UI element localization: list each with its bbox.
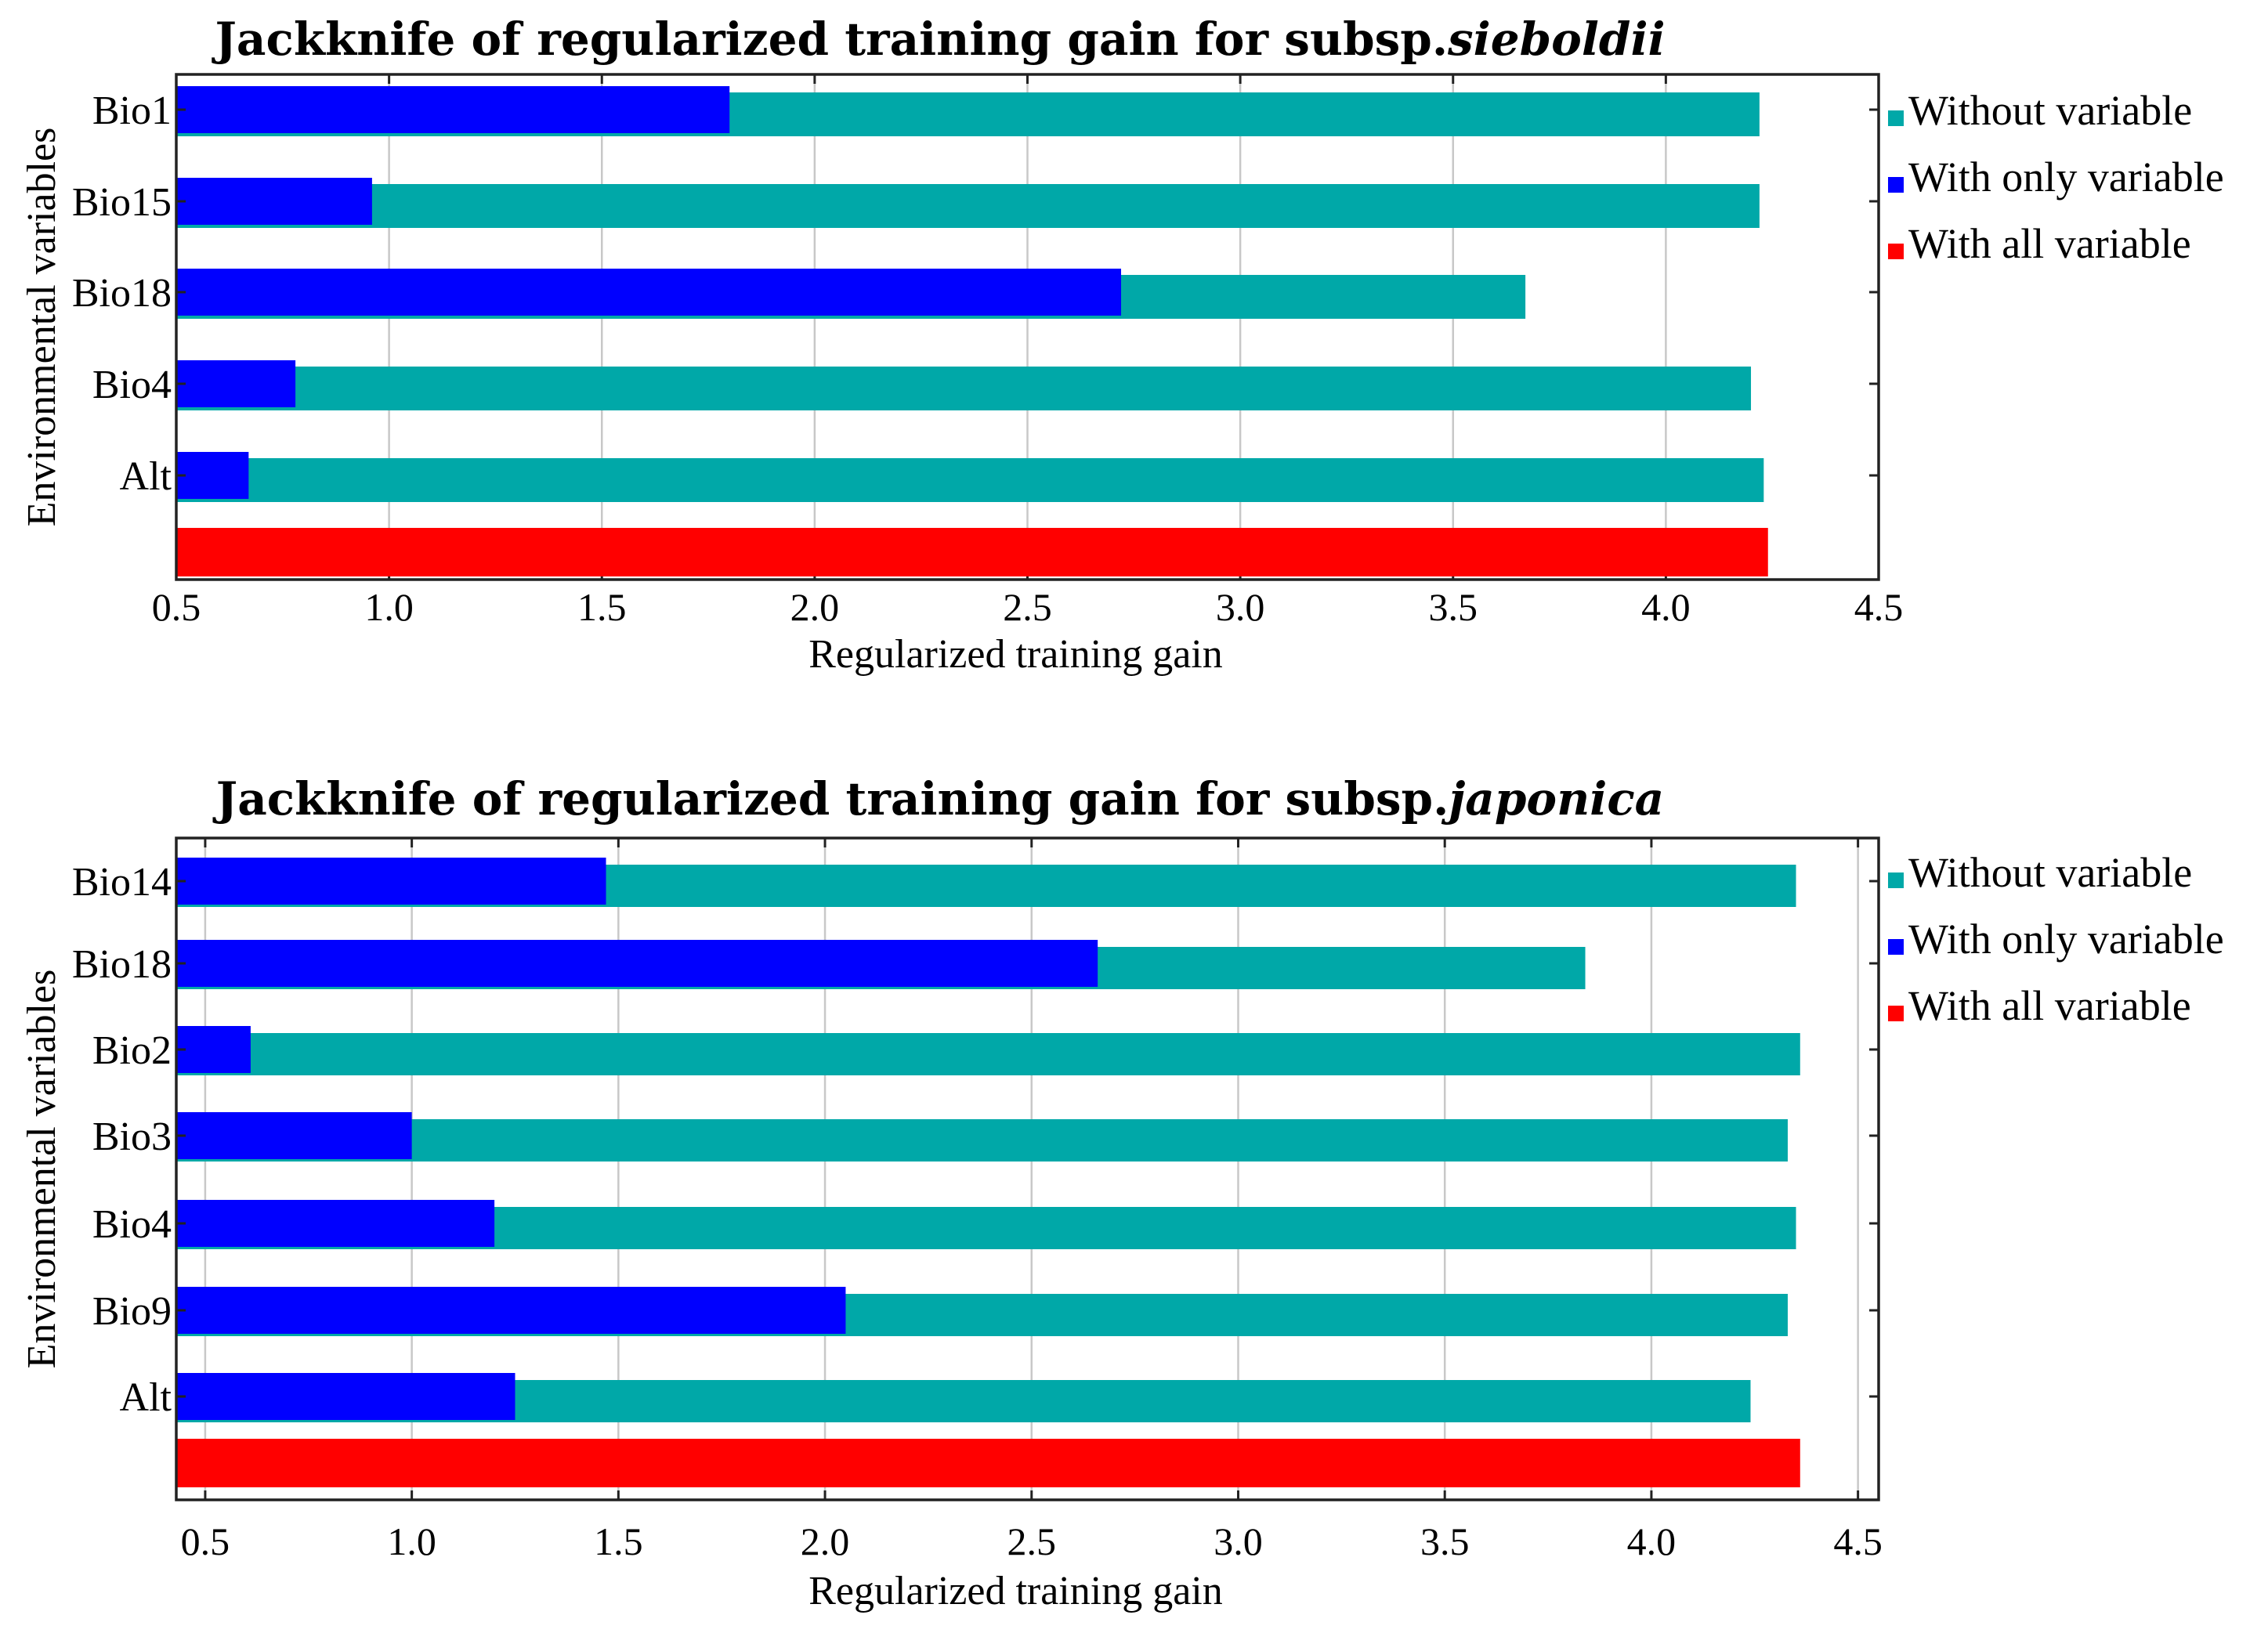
x-tick-label: 2.5 [1003,585,1052,629]
bar-only-bio18 [176,269,1122,316]
x-tick-label: 0.5 [181,1519,230,1563]
bar-only-bio14 [176,858,606,905]
x-tick-label: 3.5 [1420,1519,1470,1563]
category-label-bio15: Bio15 [72,180,172,225]
x-tick-label: 1.5 [577,585,627,629]
legend-label-without-variable: Without variable [1908,87,2192,134]
bar-only-bio3 [176,1112,412,1159]
x-tick-label: 2.5 [1007,1519,1057,1563]
chart-sieboldii: Jackknife of regularized training gain f… [20,13,2224,677]
category-label-bio3: Bio3 [92,1115,172,1159]
y-axis-label: Environmental variables [20,128,64,527]
legend-swatch-without-variable [1888,872,1904,888]
x-tick-label: 4.0 [1627,1519,1677,1563]
x-tick-label: 1.0 [387,1519,436,1563]
bar-only-bio15 [176,178,372,225]
legend-label-with-only-variable: With only variable [1908,916,2224,963]
legend-swatch-with-all-variable [1888,244,1904,259]
x-tick-label: 3.0 [1216,585,1265,629]
legend-label-without-variable: Without variable [1908,849,2192,896]
x-tick-label: 4.0 [1641,585,1691,629]
category-label-bio18: Bio18 [72,942,172,987]
x-tick-label: 1.5 [594,1519,643,1563]
chart-title: Jackknife of regularized training gain f… [212,772,1664,826]
category-label-bio1: Bio1 [92,89,172,133]
bar-without-bio2 [176,1033,1800,1075]
legend-swatch-with-only-variable [1888,177,1904,193]
legend-swatch-with-all-variable [1888,1006,1904,1021]
plot-frame [175,836,1880,1501]
x-tick-label: 0.5 [152,585,201,629]
bar-only-alt [176,1373,515,1420]
bar-only-alt [176,452,249,499]
legend-swatch-with-only-variable [1888,939,1904,955]
bar-only-bio2 [176,1026,251,1073]
bar-all-variables [176,1439,1800,1487]
category-label-alt: Alt [120,454,172,499]
chart-title-species: japonica [1441,772,1664,826]
bar-only-bio9 [176,1287,846,1334]
bar-without-alt [176,458,1764,502]
category-label-alt: Alt [120,1375,172,1420]
bar-only-bio4 [176,360,296,407]
x-tick-label: 2.0 [790,585,840,629]
bar-without-bio15 [176,184,1760,228]
category-label-bio18: Bio18 [72,271,172,316]
bar-only-bio1 [176,86,730,133]
chart-title-main: Jackknife of regularized training gain f… [211,13,1448,66]
category-label-bio14: Bio14 [72,860,172,905]
y-axis-label: Environmental variables [20,970,64,1369]
legend-label-with-only-variable: With only variable [1908,154,2224,201]
category-label-bio2: Bio2 [92,1028,172,1073]
chart-title-species: sieboldii [1447,13,1665,66]
bar-without-bio3 [176,1119,1788,1162]
x-tick-label: 4.5 [1833,1519,1883,1563]
bar-all-variables [176,528,1768,576]
bar-only-bio4 [176,1200,495,1247]
x-axis-label: Regularized training gain [808,1569,1222,1613]
category-label-bio9: Bio9 [92,1289,172,1334]
plot-frame [175,73,1880,581]
x-tick-label: 1.0 [364,585,414,629]
bar-only-bio18 [176,940,1098,987]
legend-swatch-without-variable [1888,110,1904,126]
bar-without-bio4 [176,367,1752,410]
category-label-bio4: Bio4 [92,363,172,407]
chart-japonica: Jackknife of regularized training gain f… [20,772,2224,1613]
chart-title-main: Jackknife of regularized training gain f… [212,772,1449,826]
chart-title: Jackknife of regularized training gain f… [211,13,1665,66]
x-tick-label: 3.5 [1429,585,1478,629]
x-tick-label: 4.5 [1854,585,1904,629]
x-tick-label: 3.0 [1214,1519,1263,1563]
x-axis-label: Regularized training gain [808,632,1222,677]
x-tick-label: 2.0 [801,1519,850,1563]
category-label-bio4: Bio4 [92,1202,172,1247]
legend-label-with-all-variable: With all variable [1908,220,2191,267]
legend-label-with-all-variable: With all variable [1908,982,2191,1029]
